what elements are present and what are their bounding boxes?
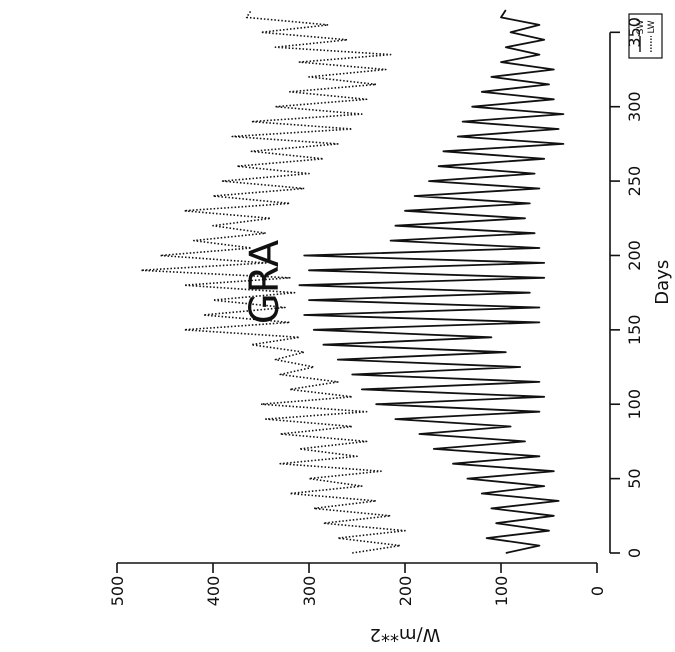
y-tick-label: 0 xyxy=(588,586,607,596)
x-tick-label: 350 xyxy=(625,17,644,48)
legend-label-sw: SW xyxy=(636,20,646,35)
y-tick-label: 200 xyxy=(396,576,415,607)
x-tick-label: 150 xyxy=(625,315,644,346)
x-tick-label: 100 xyxy=(625,389,644,420)
y-tick-label: 500 xyxy=(108,576,127,607)
x-tick-label: 300 xyxy=(625,91,644,122)
axes: 0 50 100 150 200 250 300 350 Days 0 100 200 300 400 50… xyxy=(108,17,673,645)
y-tick-label: 300 xyxy=(300,576,319,607)
x-tick-label: 250 xyxy=(625,166,644,197)
y-axis-title: W/m**2 xyxy=(370,624,441,645)
legend-box xyxy=(628,13,663,59)
x-tick-label: 0 xyxy=(625,548,644,558)
x-tick-label: 200 xyxy=(625,240,644,271)
y-tick-label: 100 xyxy=(492,576,511,607)
x-axis-title: Days xyxy=(652,260,673,305)
y-tick-label: 400 xyxy=(204,576,223,607)
legend-label-lw: LW xyxy=(647,20,657,33)
plot-area xyxy=(140,9,565,554)
x-tick-label: 50 xyxy=(625,468,644,488)
chart-title: GRA xyxy=(242,239,288,324)
legend: SW LW xyxy=(628,13,663,59)
series-sw-line xyxy=(298,9,565,554)
